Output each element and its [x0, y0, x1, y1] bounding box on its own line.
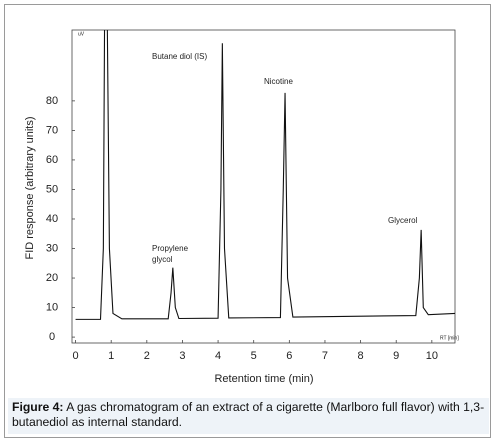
peak-annotation: Glycerol: [388, 216, 418, 225]
x-tick-label: 5: [251, 350, 257, 362]
y-tick-label: 0: [49, 331, 55, 343]
x-tick-label: 9: [393, 350, 399, 362]
caption: Figure 4: A gas chromatogram of an extra…: [8, 398, 489, 434]
y-tick-label: 20: [46, 272, 58, 284]
caption-text: A gas chromatogram of an extract of a ci…: [12, 400, 485, 429]
peak-annotation: Propylene: [152, 244, 189, 253]
peak-annotation: Butane diol (IS): [152, 52, 207, 61]
x-tick-label: 4: [215, 350, 221, 362]
x-unit-label: RT [min]: [440, 335, 459, 341]
y-tick-label: 70: [46, 124, 58, 136]
y-tick-label: 10: [46, 301, 58, 313]
y-tick-label: 40: [46, 213, 58, 225]
plot-frame: [71, 29, 456, 344]
x-tick-label: 8: [358, 350, 364, 362]
x-tick-label: 3: [179, 350, 185, 362]
chromatogram-line: [75, 30, 455, 320]
x-tick-label: 10: [426, 350, 438, 362]
y-tick-label: 50: [46, 183, 58, 195]
x-tick-label: 1: [108, 350, 114, 362]
y-axis-label: FID response (arbitrary units): [24, 116, 36, 259]
caption-label: Figure 4:: [12, 400, 64, 414]
peak-annotation: Nicotine: [264, 77, 293, 86]
x-tick-label: 7: [322, 350, 328, 362]
x-axis-label: Retention time (min): [214, 373, 313, 385]
y-tick-label: 80: [46, 95, 58, 107]
x-tick-label: 6: [286, 350, 292, 362]
figure-border: [4, 4, 491, 438]
chart: uV RT [min] Retention time (min) FID res…: [24, 29, 459, 385]
x-tick-label: 0: [73, 350, 79, 362]
y-tick-label: 30: [46, 242, 58, 254]
x-tick-label: 2: [144, 350, 150, 362]
y-unit-label: uV: [78, 31, 85, 37]
peak-annotation: glycol: [152, 255, 173, 264]
y-tick-label: 60: [46, 154, 58, 166]
